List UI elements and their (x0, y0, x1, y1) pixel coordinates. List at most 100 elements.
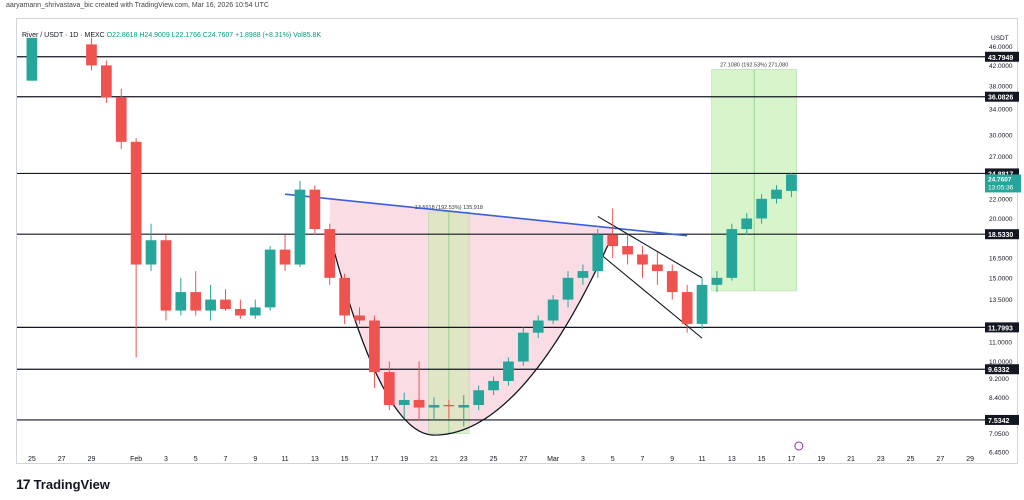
candle-body[interactable] (309, 189, 321, 230)
level-price-tag-4 (985, 229, 1019, 240)
measure-box-label-2: 27.1080 (192.53%) 271,080 (720, 62, 788, 68)
candle-body[interactable] (339, 277, 350, 316)
x-tick-label: 11 (281, 456, 288, 463)
candle-body[interactable] (771, 189, 782, 199)
x-tick-label: Feb (130, 456, 142, 463)
candle-body[interactable] (696, 284, 708, 324)
y-tick-label: 8.4000 (989, 395, 1009, 402)
neckline-trendline[interactable] (284, 193, 688, 237)
candle-body[interactable] (726, 229, 738, 278)
x-tick-label: 21 (847, 456, 855, 463)
candle-body[interactable] (562, 277, 574, 300)
level-price-tag-5 (985, 322, 1019, 333)
level-price-tag-1 (985, 51, 1019, 62)
candle-body[interactable] (652, 264, 663, 272)
candle-body[interactable] (220, 299, 231, 309)
candle-body[interactable] (756, 198, 767, 219)
candle-body[interactable] (413, 399, 425, 408)
x-tick-label: 27 (58, 456, 66, 463)
y-tick-label: 10.0000 (989, 359, 1013, 366)
candle-body[interactable] (637, 254, 648, 265)
x-tick-label: 25 (28, 456, 36, 463)
x-tick-label: 19 (400, 456, 408, 463)
y-tick-label: 22.0000 (989, 196, 1013, 203)
symbol-name[interactable]: River / USDT · 1D · MEXC (22, 32, 105, 39)
candle-body[interactable] (428, 404, 440, 408)
y-tick-label: 30.0000 (989, 132, 1013, 139)
x-tick-label: 9 (670, 456, 674, 463)
x-tick-label: 15 (341, 456, 349, 463)
x-tick-label: 3 (581, 456, 585, 463)
candle-body[interactable] (324, 229, 336, 278)
candle-body[interactable] (473, 390, 485, 405)
candle-body[interactable] (279, 249, 291, 265)
x-tick-label: 21 (430, 456, 438, 463)
candle-body[interactable] (130, 141, 142, 265)
level-price-label-5: 11.7993 (988, 325, 1013, 332)
x-tick-label: 29 (966, 456, 974, 463)
last-price-tag (985, 174, 1021, 193)
candle-body[interactable] (741, 218, 753, 230)
x-tick-label: 13 (728, 456, 736, 463)
candle-body[interactable] (503, 361, 514, 381)
chart-attribution: aaryamann_shrivastava_bic created with T… (6, 2, 269, 9)
candle-body[interactable] (235, 308, 246, 316)
candle-body[interactable] (458, 404, 470, 408)
candle-body[interactable] (160, 240, 172, 311)
candle-body[interactable] (383, 372, 395, 405)
x-tick-label: 17 (371, 456, 379, 463)
candle-body[interactable] (786, 174, 797, 191)
candle-body[interactable] (26, 37, 38, 81)
candle-body[interactable] (488, 380, 499, 391)
candle-body[interactable] (517, 332, 529, 362)
tradingview-brand: TradingView (33, 476, 110, 492)
level-price-label-4: 18.5330 (988, 232, 1013, 239)
x-tick-label: 19 (817, 456, 825, 463)
candle-body[interactable] (607, 234, 619, 247)
x-tick-label: 23 (460, 456, 468, 463)
last-price-value: 24.7607 (988, 176, 1012, 183)
measure-box-label-1: 13.5918 (192.53%) 135,918 (415, 205, 483, 211)
level-price-tag-6 (985, 364, 1019, 375)
candle-body[interactable] (443, 404, 455, 407)
candle-body[interactable] (547, 299, 559, 321)
level-price-label-1: 43.7949 (988, 55, 1013, 62)
cup-curve[interactable] (329, 234, 614, 436)
candle-body[interactable] (175, 292, 187, 311)
candle-body[interactable] (205, 299, 216, 311)
candle-body[interactable] (145, 240, 157, 265)
flag-upper-line[interactable] (597, 215, 703, 279)
x-tick-label: 27 (519, 456, 527, 463)
candle-body[interactable] (532, 320, 544, 333)
x-tick-label: 25 (907, 456, 915, 463)
level-price-tag-3 (985, 168, 1019, 179)
candle-body[interactable] (190, 292, 202, 311)
candle-body[interactable] (115, 97, 127, 142)
candle-body[interactable] (398, 399, 410, 405)
candle-body[interactable] (369, 320, 380, 373)
level-price-label-7: 7.5342 (988, 418, 1010, 425)
y-tick-label: 42.0000 (989, 63, 1013, 70)
y-tick-label: 46.0000 (989, 44, 1013, 51)
candle-body[interactable] (592, 234, 604, 272)
candle-body[interactable] (577, 271, 589, 278)
candle-body[interactable] (681, 292, 693, 324)
x-tick-label: 5 (611, 456, 615, 463)
y-tick-label: 27.0000 (989, 154, 1013, 161)
candle-body[interactable] (622, 246, 633, 255)
y-tick-label: 6.4500 (989, 450, 1009, 457)
candle-body[interactable] (249, 307, 261, 316)
candle-body[interactable] (294, 189, 306, 265)
candle-body[interactable] (666, 271, 678, 293)
candle-body[interactable] (354, 315, 365, 321)
currency-label: USDT (991, 35, 1009, 42)
event-marker-icon[interactable] (794, 441, 804, 451)
x-tick-label: 11 (698, 456, 705, 463)
candle-body[interactable] (86, 44, 97, 66)
cup-pattern-zone (329, 198, 613, 436)
candle-body[interactable] (711, 277, 723, 285)
candle-body[interactable] (100, 65, 112, 98)
candle-body[interactable] (264, 249, 276, 308)
level-price-label-2: 36.0826 (988, 95, 1013, 102)
